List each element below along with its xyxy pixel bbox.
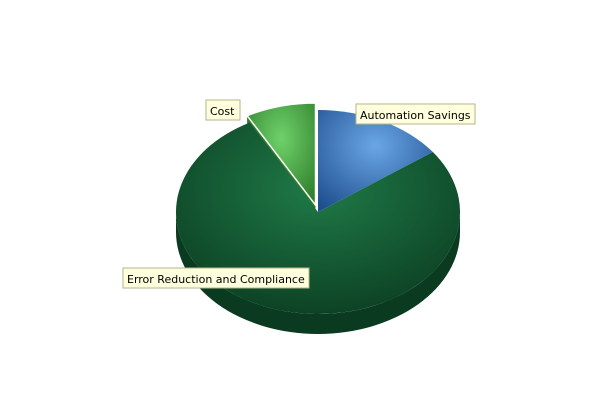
slice-label-text: Cost <box>210 105 235 118</box>
slice-label-cost: Cost <box>205 99 241 121</box>
slice-label-error-reduction-and-compliance: Error Reduction and Compliance <box>122 267 310 289</box>
slice-label-text: Automation Savings <box>360 109 471 122</box>
pie-label-layer: Automation Savings Error Reduction and Co… <box>122 99 476 289</box>
slice-label-automation-savings: Automation Savings <box>355 103 476 125</box>
pie-slice-error-reduction-and-compliance[interactable] <box>176 122 460 315</box>
pie-slice-automation-savings[interactable] <box>318 110 433 212</box>
slice-label-text: Error Reduction and Compliance <box>127 273 305 286</box>
slice-label-box <box>205 99 241 121</box>
pie-top-layer <box>176 102 460 315</box>
slice-label-box <box>122 267 310 289</box>
slice-label-box <box>355 103 476 125</box>
pie-slice-side-error-reduction-and-compliance <box>176 212 460 334</box>
pie-slice-cost[interactable] <box>245 102 317 208</box>
